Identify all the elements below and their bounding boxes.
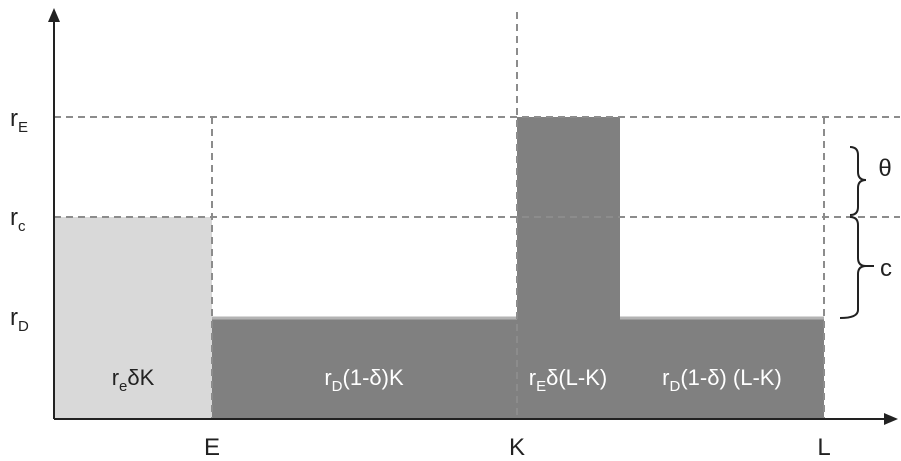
brace-label-c: c [880,255,892,282]
bar-retained-e [54,217,212,419]
xlabel-E: E [204,434,220,461]
ylabel-rE: rE [10,105,28,136]
xlabel-L: L [817,434,830,461]
xlabel-K: K [509,434,525,461]
bar-label-1: reδK [112,365,155,395]
ylabel-rc: rc [10,204,26,235]
bar-debt-lk [620,318,824,419]
brace-label-theta: θ [878,155,891,182]
brace-c [839,216,867,319]
ylabel-rD: rD [10,304,29,335]
dashed-guides [54,12,900,419]
bar-label-2: rD(1-δ)K [324,365,404,395]
brace-theta [849,146,867,216]
bar-equity-lk [517,117,620,419]
bar-debt-k [212,318,517,419]
axes [48,8,898,425]
bar-label-3: rEδ(L-K) [529,365,607,395]
bar-label-4: rD(1-δ) (L-K) [662,365,782,395]
